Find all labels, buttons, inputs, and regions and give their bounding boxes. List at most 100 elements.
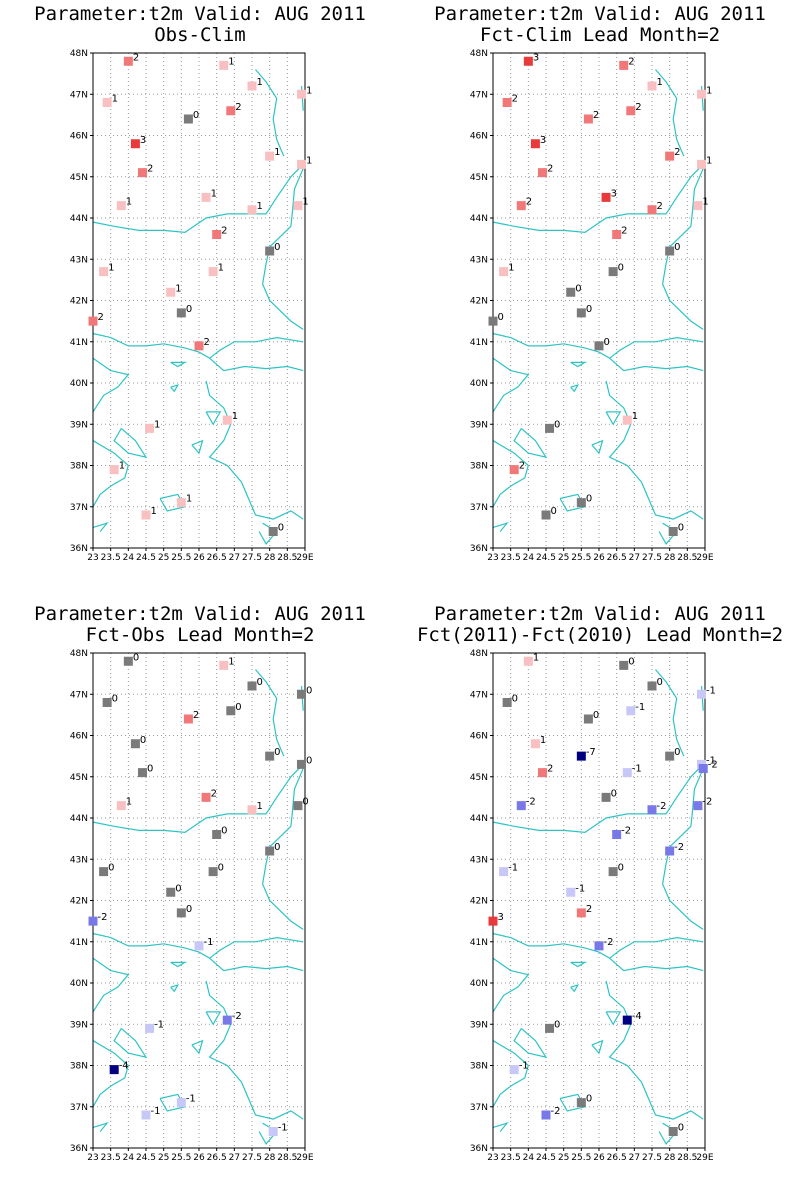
station-marker: [293, 201, 303, 211]
coastline: [513, 1027, 548, 1059]
x-tick-label: 27: [629, 1153, 640, 1163]
x-tick-label: 28.5: [277, 553, 297, 563]
x-tick-label: 28.5: [677, 553, 697, 563]
station-marker: [619, 60, 629, 70]
x-tick-label: 28.5: [677, 1153, 697, 1163]
y-tick-label: 44N: [70, 214, 88, 224]
station-value-label: 1: [706, 85, 712, 96]
panel-title: Parameter:t2m Valid: AUG 2011: [434, 603, 766, 625]
y-tick-label: 41N: [470, 938, 488, 948]
station-value-label: 0: [678, 523, 684, 534]
x-tick-label: 24: [523, 1153, 535, 1163]
station-marker: [626, 106, 636, 116]
station-value-label: 0: [302, 797, 308, 808]
station-marker: [537, 768, 547, 778]
station-marker: [116, 201, 126, 211]
y-tick-label: 48N: [70, 49, 88, 59]
coastline: [492, 932, 704, 959]
coastline: [492, 357, 530, 413]
x-tick-label: 27.5: [642, 553, 662, 563]
x-tick-label: 25.5: [571, 1153, 591, 1163]
x-tick-label: 29E: [296, 1153, 313, 1163]
y-tick-label: 38N: [70, 1062, 88, 1072]
station-value-label: -1: [508, 863, 518, 874]
station-value-label: 2: [628, 56, 634, 67]
y-tick-label: 40N: [70, 379, 88, 389]
station-marker: [194, 941, 204, 951]
station-marker: [530, 139, 540, 149]
station-marker: [268, 527, 278, 536]
station-marker: [130, 139, 140, 149]
station-marker: [622, 1015, 632, 1025]
station-marker: [141, 1110, 151, 1120]
station-marker: [208, 267, 218, 277]
coastline: [92, 522, 109, 532]
coastline: [492, 332, 704, 359]
y-tick-label: 36N: [470, 544, 488, 554]
station-marker: [576, 751, 586, 761]
station-value-label: 1: [533, 652, 539, 663]
station-value-label: 0: [274, 842, 280, 853]
station-value-label: 0: [611, 788, 617, 799]
station-marker: [247, 805, 257, 815]
x-tick-label: 27: [229, 1153, 240, 1163]
station-value-label: 1: [218, 263, 224, 274]
station-marker: [665, 151, 675, 161]
coastline: [492, 1040, 529, 1108]
y-tick-label: 37N: [70, 503, 88, 513]
station-marker: [668, 1127, 678, 1136]
coastline: [205, 411, 222, 426]
coastlines: [92, 69, 304, 545]
x-tick-label: 27.5: [242, 553, 262, 563]
station-marker: [109, 465, 119, 475]
station-value-label: 3: [533, 52, 539, 63]
station-value-label: 0: [498, 312, 504, 323]
station-value-label: 2: [674, 147, 680, 158]
station-value-label: -2: [551, 1106, 561, 1117]
map-plot: 36N 37N 38N 39N 40N 41N 42N 43N 44N 45N 46N 47N 48N 2…: [470, 49, 714, 563]
map-panel-fct-clim: Parameter:t2m Valid: AUG 2011 Fct-Clim L…: [400, 0, 800, 600]
station-marker: [693, 801, 703, 811]
y-tick-label: 48N: [470, 49, 488, 59]
station-marker: [88, 916, 98, 926]
station-marker: [509, 1065, 519, 1075]
station-marker: [265, 246, 275, 256]
station-value-label: -2: [604, 937, 614, 948]
station-marker: [145, 1023, 155, 1033]
station-marker: [566, 287, 576, 297]
x-tick-label: 24.5: [536, 553, 556, 563]
station-value-label: 0: [175, 883, 181, 894]
station-marker: [665, 846, 675, 856]
y-tick-label: 43N: [470, 255, 488, 265]
station-value-label: 1: [632, 411, 638, 422]
station-value-label: 1: [126, 197, 132, 208]
y-tick-label: 42N: [70, 297, 88, 307]
station-value-label: -2: [708, 760, 718, 771]
coastline: [92, 332, 304, 359]
x-tick-label: 24: [123, 553, 135, 563]
station-value-label: 2: [547, 764, 553, 775]
station-value-label: 1: [508, 263, 514, 274]
y-tick-label: 39N: [470, 420, 488, 430]
y-tick-label: 37N: [470, 1103, 488, 1113]
station-marker: [130, 739, 140, 749]
y-tick-label: 45N: [70, 773, 88, 783]
coastline: [570, 984, 580, 993]
coastline: [591, 1039, 604, 1055]
x-tick-label: 26: [593, 1153, 605, 1163]
station-value-label: 0: [235, 702, 241, 713]
station-marker: [516, 801, 526, 811]
station-value-label: 0: [274, 242, 280, 253]
station-marker: [208, 867, 218, 877]
x-tick-label: 25: [158, 1153, 169, 1163]
panel-subtitle: Fct-Obs Lead Month=2: [85, 624, 315, 646]
coastline: [492, 763, 704, 834]
station-marker: [247, 681, 257, 691]
station-value-label: 0: [133, 652, 139, 663]
y-tick-label: 46N: [470, 132, 488, 142]
y-tick-label: 39N: [470, 1020, 488, 1030]
station-value-label: 0: [554, 419, 560, 430]
station-marker: [576, 498, 586, 508]
station-value-label: 1: [274, 147, 280, 158]
station-value-label: 1: [112, 94, 118, 105]
